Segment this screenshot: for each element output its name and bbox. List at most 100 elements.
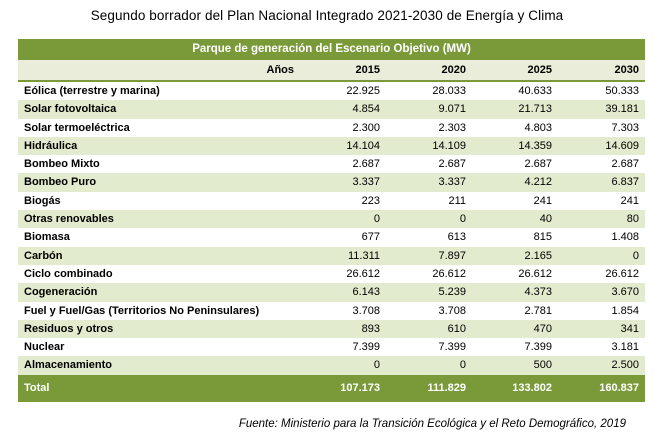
total-row: Total 107.173 111.829 133.802 160.837 [18, 374, 645, 402]
value-cell: 2.687 [386, 155, 472, 174]
value-cell: 0 [558, 246, 645, 265]
value-cell: 3.337 [300, 173, 386, 192]
value-cell: 3.181 [558, 338, 645, 357]
value-cell: 14.109 [386, 136, 472, 156]
years-header-row: Años 2015 2020 2025 2030 [18, 60, 645, 82]
value-cell: 6.143 [300, 283, 386, 302]
value-cell: 39.181 [558, 100, 645, 119]
total-value: 160.837 [558, 374, 645, 402]
row-label: Cogeneración [18, 283, 300, 302]
value-cell: 470 [472, 319, 558, 339]
row-label: Bombeo Mixto [18, 155, 300, 174]
value-cell: 2.781 [472, 301, 558, 320]
value-cell: 21.713 [472, 100, 558, 119]
table-row: Almacenamiento 0 0 500 2.500 [18, 356, 645, 375]
value-cell: 26.612 [386, 264, 472, 284]
value-cell: 223 [300, 191, 386, 211]
table-row: Carbón 11.311 7.897 2.165 0 [18, 246, 645, 265]
row-label: Biogás [18, 191, 300, 211]
year-header: 2030 [558, 60, 645, 82]
value-cell: 26.612 [558, 264, 645, 284]
value-cell: 3.670 [558, 283, 645, 302]
value-cell: 26.612 [472, 264, 558, 284]
value-cell: 28.033 [386, 81, 472, 101]
value-cell: 613 [386, 228, 472, 247]
row-label: Otras renovables [18, 210, 300, 229]
document-title: Segundo borrador del Plan Nacional Integ… [90, 8, 564, 23]
row-label: Residuos y otros [18, 319, 300, 339]
row-label: Almacenamiento [18, 356, 300, 375]
total-value: 107.173 [300, 374, 386, 402]
value-cell: 815 [472, 228, 558, 247]
value-cell: 14.609 [558, 136, 645, 156]
value-cell: 50.333 [558, 81, 645, 101]
value-cell: 14.104 [300, 136, 386, 156]
value-cell: 2.300 [300, 118, 386, 137]
table-row: Otras renovables 0 0 40 80 [18, 210, 645, 229]
year-header: 2020 [386, 60, 472, 82]
row-label: Eólica (terrestre y marina) [18, 81, 300, 101]
table-banner-row: Parque de generación del Escenario Objet… [18, 39, 645, 60]
value-cell: 893 [300, 319, 386, 339]
table-row: Fuel y Fuel/Gas (Territorios No Peninsul… [18, 301, 645, 320]
value-cell: 2.165 [472, 246, 558, 265]
value-cell: 3.337 [386, 173, 472, 192]
table-row: Solar fotovoltaica 4.854 9.071 21.713 39.181 [18, 100, 645, 119]
source-note: Fuente: Ministerio para la Transición Ec… [238, 418, 626, 430]
value-cell: 2.687 [300, 155, 386, 174]
value-cell: 0 [300, 210, 386, 229]
value-cell: 7.897 [386, 246, 472, 265]
value-cell: 40.633 [472, 81, 558, 101]
year-header: 2015 [300, 60, 386, 82]
value-cell: 341 [558, 319, 645, 339]
value-cell: 4.373 [472, 283, 558, 302]
value-cell: 241 [472, 191, 558, 211]
value-cell: 241 [558, 191, 645, 211]
value-cell: 7.399 [472, 338, 558, 357]
row-label: Nuclear [18, 338, 300, 357]
value-cell: 14.359 [472, 136, 558, 156]
value-cell: 0 [386, 210, 472, 229]
table-row: Bombeo Mixto 2.687 2.687 2.687 2.687 [18, 155, 645, 174]
value-cell: 211 [386, 191, 472, 211]
row-label: Solar termoeléctrica [18, 118, 300, 137]
value-cell: 1.408 [558, 228, 645, 247]
row-label: Hidráulica [18, 136, 300, 156]
value-cell: 2.687 [472, 155, 558, 174]
row-label: Solar fotovoltaica [18, 100, 300, 119]
total-value: 133.802 [472, 374, 558, 402]
row-label: Carbón [18, 246, 300, 265]
value-cell: 4.212 [472, 173, 558, 192]
value-cell: 2.500 [558, 356, 645, 375]
year-header: 2025 [472, 60, 558, 82]
value-cell: 2.303 [386, 118, 472, 137]
table-row: Nuclear 7.399 7.399 7.399 3.181 [18, 338, 645, 357]
table-banner: Parque de generación del Escenario Objet… [18, 39, 645, 60]
value-cell: 40 [472, 210, 558, 229]
table-row: Solar termoeléctrica 2.300 2.303 4.803 7.303 [18, 118, 645, 137]
value-cell: 5.239 [386, 283, 472, 302]
value-cell: 2.687 [558, 155, 645, 174]
value-cell: 500 [472, 356, 558, 375]
value-cell: 3.708 [300, 301, 386, 320]
table-row: Residuos y otros 893 610 470 341 [18, 319, 645, 339]
value-cell: 1.854 [558, 301, 645, 320]
generation-table: Parque de generación del Escenario Objet… [18, 39, 645, 402]
row-label: Bombeo Puro [18, 173, 300, 192]
table-row: Cogeneración 6.143 5.239 4.373 3.670 [18, 283, 645, 302]
table-row: Biogás 223 211 241 241 [18, 191, 645, 211]
row-label: Biomasa [18, 228, 300, 247]
total-value: 111.829 [386, 374, 472, 402]
value-cell: 26.612 [300, 264, 386, 284]
value-cell: 4.803 [472, 118, 558, 137]
value-cell: 3.708 [386, 301, 472, 320]
value-cell: 610 [386, 319, 472, 339]
value-cell: 11.311 [300, 246, 386, 265]
table-row: Biomasa 677 613 815 1.408 [18, 228, 645, 247]
years-label: Años [18, 60, 300, 82]
value-cell: 4.854 [300, 100, 386, 119]
table-row: Ciclo combinado 26.612 26.612 26.612 26.612 [18, 264, 645, 284]
value-cell: 0 [300, 356, 386, 375]
value-cell: 0 [386, 356, 472, 375]
value-cell: 80 [558, 210, 645, 229]
